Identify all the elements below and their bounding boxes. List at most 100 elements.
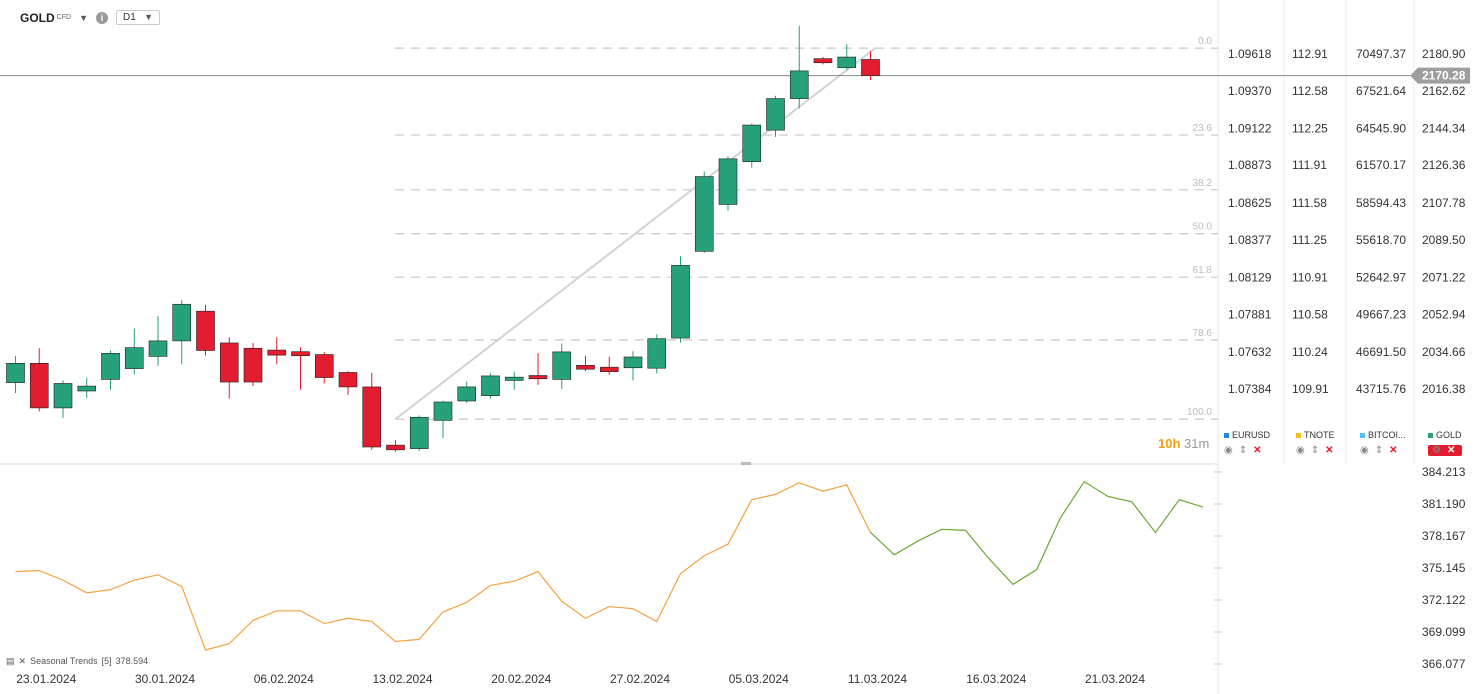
timeframe-dropdown-icon: ▼ xyxy=(144,12,153,22)
candle-body xyxy=(481,375,500,396)
candle-countdown: 10h 31m xyxy=(1158,436,1209,451)
legend-bitcoin[interactable]: BITCOI... ◉ ⇕ ✕ xyxy=(1360,430,1406,460)
date-axis-label: 27.02.2024 xyxy=(610,672,670,686)
last-price-tag xyxy=(1410,67,1470,84)
date-axis-label: 06.02.2024 xyxy=(254,672,314,686)
price-axis-label: 2089.50 xyxy=(1422,233,1466,247)
close-icon[interactable]: ✕ xyxy=(1389,445,1398,456)
indicator-axis-label: 378.167 xyxy=(1422,529,1466,543)
symbol-badge: CFD xyxy=(56,14,72,21)
candle-body xyxy=(124,347,144,369)
candle-body xyxy=(314,354,334,378)
price-axis-label: 2052.94 xyxy=(1422,308,1466,322)
legend-eurusd[interactable]: EURUSD ◉ ⇕ ✕ xyxy=(1224,430,1270,460)
candle-body xyxy=(694,176,714,252)
date-axis-label: 30.01.2024 xyxy=(135,672,195,686)
seasonal-trend-line-forecast xyxy=(870,480,1204,586)
fib-level-label: 0.0 xyxy=(1198,36,1212,47)
compare-axis-label-tnote: 109.91 xyxy=(1292,382,1329,396)
symbol-dropdown-icon[interactable]: ▼ xyxy=(79,12,88,23)
timeframe-select[interactable]: D1 ▼ xyxy=(115,10,160,25)
settings-icon[interactable]: ⚙ xyxy=(1432,445,1441,456)
pane-resize-handle xyxy=(741,462,751,465)
compare-axis-label-eurusd: 1.07632 xyxy=(1228,345,1272,359)
candle-body xyxy=(576,365,595,370)
fib-level-label: 23.6 xyxy=(1193,123,1213,134)
candle-body xyxy=(291,351,310,357)
compare-axis-label-eurusd: 1.08873 xyxy=(1228,158,1272,172)
candle-body xyxy=(6,363,25,383)
candle-body xyxy=(77,385,97,392)
compare-axis-label-tnote: 112.58 xyxy=(1292,84,1328,98)
indicator-axis-label: 375.145 xyxy=(1422,561,1466,575)
compare-axis-label-bitcoin: 67521.64 xyxy=(1356,84,1406,98)
compare-axis-label-eurusd: 1.09370 xyxy=(1228,84,1272,98)
timeframe-value: D1 xyxy=(122,12,136,23)
candle-body xyxy=(196,310,215,351)
indicator-name: Seasonal Trends xyxy=(30,656,98,666)
fib-level-label: 100.0 xyxy=(1187,407,1212,418)
candle-body xyxy=(504,376,524,381)
price-axis-label: 2180.90 xyxy=(1422,47,1466,61)
eye-icon[interactable]: ◉ xyxy=(1224,445,1233,456)
compare-axis-label-tnote: 110.58 xyxy=(1292,308,1328,322)
compare-axis-label-bitcoin: 46691.50 xyxy=(1356,345,1406,359)
candle-body xyxy=(599,366,619,372)
date-axis-label: 16.03.2024 xyxy=(966,672,1026,686)
compare-axis-label-eurusd: 1.08377 xyxy=(1228,233,1272,247)
sort-icon[interactable]: ⇕ xyxy=(1238,445,1248,456)
compare-axis-label-tnote: 111.91 xyxy=(1292,158,1327,172)
indicator-close-icon[interactable]: ✕ xyxy=(18,656,27,666)
seasonal-trend-line-past xyxy=(15,482,872,651)
compare-axis-label-bitcoin: 64545.90 xyxy=(1356,121,1406,135)
legend-bitcoin-label: BITCOI... xyxy=(1368,430,1406,440)
info-icon[interactable]: i xyxy=(95,11,108,24)
candle-body xyxy=(409,416,429,449)
compare-axis-label-eurusd: 1.07881 xyxy=(1228,308,1272,322)
countdown-minutes: 31m xyxy=(1184,436,1210,451)
legend-tnote-label: TNOTE xyxy=(1304,430,1335,440)
compare-axis-label-bitcoin: 49667.23 xyxy=(1356,308,1406,322)
fib-level-label: 38.2 xyxy=(1193,178,1213,189)
eye-icon[interactable]: ◉ xyxy=(1296,445,1305,456)
candle-body xyxy=(671,265,690,339)
candle-body xyxy=(789,70,809,99)
candle-body xyxy=(338,372,358,388)
date-axis-label: 13.02.2024 xyxy=(372,672,432,686)
eye-icon[interactable]: ◉ xyxy=(1360,445,1369,456)
candle-body xyxy=(813,58,833,64)
compare-axis-label-tnote: 112.91 xyxy=(1292,47,1328,61)
price-axis-label: 2126.36 xyxy=(1422,158,1466,172)
candle-body xyxy=(837,56,857,68)
candle-body xyxy=(647,338,667,369)
close-icon[interactable]: ✕ xyxy=(1253,445,1262,456)
legend-gold-swatch xyxy=(1428,432,1433,438)
legend-bitcoin-swatch xyxy=(1360,432,1365,438)
indicator-value: 378.594 xyxy=(115,656,149,666)
candle-body xyxy=(172,303,192,342)
countdown-hours: 10h xyxy=(1158,436,1181,451)
legend-gold[interactable]: GOLD ⚙ ✕ xyxy=(1428,430,1462,460)
legend-eurusd-label: EURUSD xyxy=(1232,430,1271,440)
candle-body xyxy=(101,353,120,380)
candle-body xyxy=(148,340,168,357)
candle-body xyxy=(861,59,880,76)
sort-icon[interactable]: ⇕ xyxy=(1310,445,1320,456)
sort-icon[interactable]: ⇕ xyxy=(1374,445,1384,456)
close-icon[interactable]: ✕ xyxy=(1325,445,1334,456)
price-axis-label: 2144.34 xyxy=(1422,121,1466,135)
indicator-period: [5] xyxy=(101,656,112,666)
indicator-settings-icon[interactable]: ▤ xyxy=(6,656,15,666)
indicator-axis-label: 369.099 xyxy=(1422,625,1466,639)
legend-tnote-swatch xyxy=(1296,432,1301,438)
compare-axis-label-eurusd: 1.07384 xyxy=(1228,382,1272,396)
close-icon[interactable]: ✕ xyxy=(1446,445,1456,456)
legend-tnote[interactable]: TNOTE ◉ ⇕ ✕ xyxy=(1296,430,1335,460)
indicator-axis-label: 381.190 xyxy=(1422,497,1466,511)
legend-eurusd-swatch xyxy=(1224,432,1229,438)
compare-axis-label-tnote: 110.91 xyxy=(1292,270,1328,284)
compare-axis-label-tnote: 112.25 xyxy=(1292,121,1328,135)
symbol-name[interactable]: GOLD xyxy=(20,10,55,25)
compare-axis-label-bitcoin: 43715.76 xyxy=(1356,382,1406,396)
